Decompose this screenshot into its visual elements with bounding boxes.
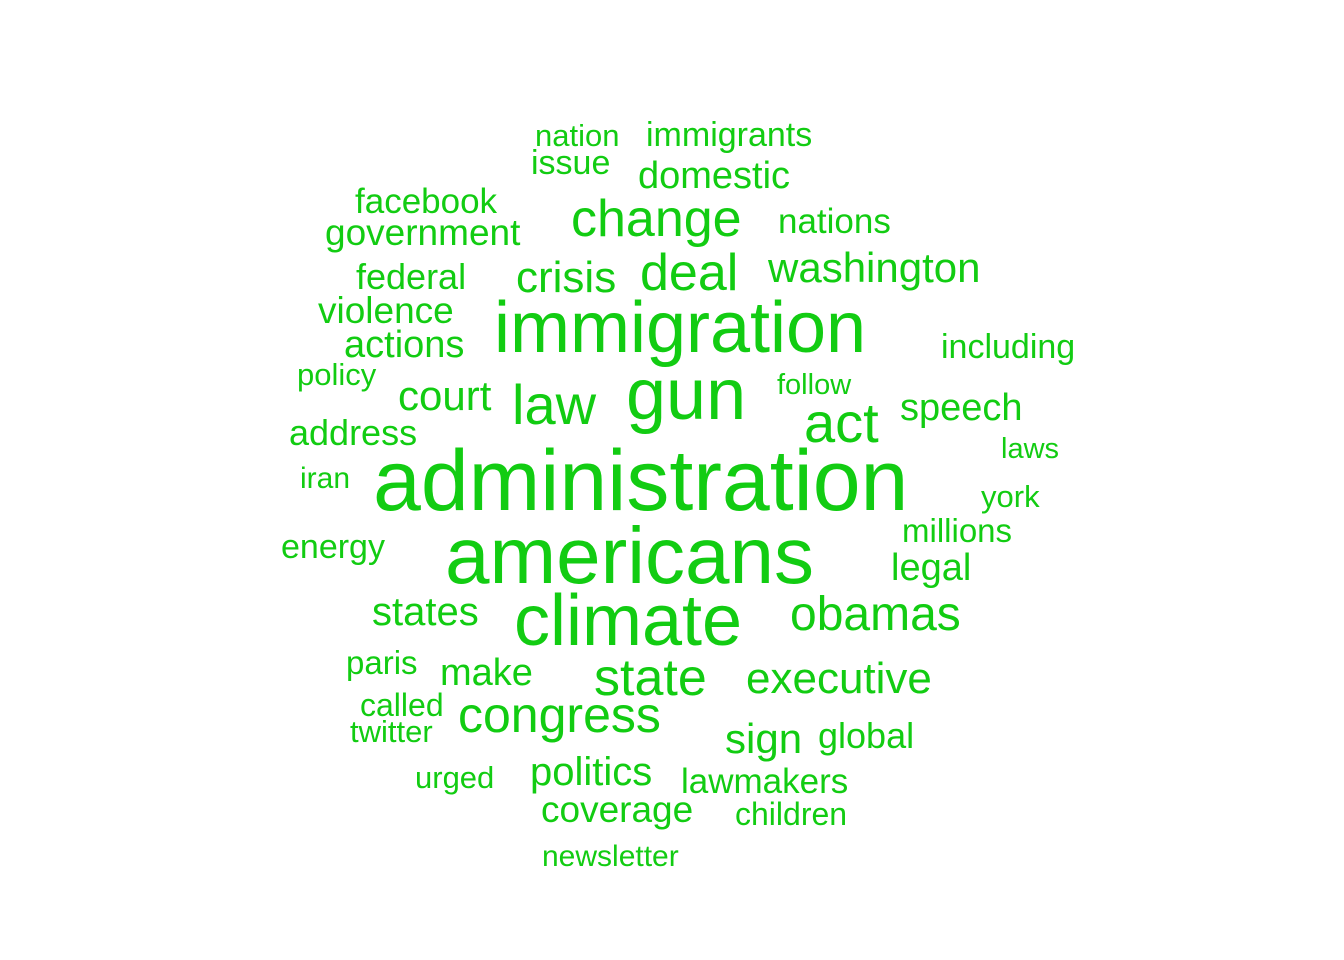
word-policy: policy <box>297 357 377 392</box>
word-york: york <box>981 479 1040 514</box>
word-global: global <box>818 715 914 756</box>
word-children: children <box>735 796 847 832</box>
word-including: including <box>941 328 1075 366</box>
word-issue: issue <box>531 144 610 182</box>
word-follow: follow <box>777 369 852 401</box>
word-federal: federal <box>356 256 466 297</box>
word-newsletter: newsletter <box>542 840 679 873</box>
word-crisis: crisis <box>516 253 616 302</box>
word-climate: climate <box>514 581 742 661</box>
word-law: law <box>512 373 597 436</box>
word-administration: administration <box>373 433 908 529</box>
word-nation: nation <box>535 118 619 153</box>
word-immigration: immigration <box>494 288 866 368</box>
word-address: address <box>289 412 417 453</box>
word-sign: sign <box>725 715 802 762</box>
word-immigrants: immigrants <box>646 116 812 154</box>
word-act: act <box>804 391 879 454</box>
word-obamas: obamas <box>790 588 961 641</box>
word-congress: congress <box>458 687 661 743</box>
word-laws: laws <box>1001 433 1059 465</box>
word-called: called <box>360 687 444 723</box>
word-government: government <box>325 212 521 253</box>
word-millions: millions <box>902 512 1012 549</box>
word-facebook: facebook <box>355 182 498 221</box>
word-violence: violence <box>318 290 454 331</box>
word-coverage: coverage <box>541 789 693 830</box>
word-speech: speech <box>900 387 1023 429</box>
word-gun: gun <box>626 355 746 435</box>
word-paris: paris <box>346 644 418 681</box>
word-washington: washington <box>767 244 980 291</box>
word-executive: executive <box>746 654 932 703</box>
word-make: make <box>440 652 533 694</box>
word-actions: actions <box>344 324 464 366</box>
word-legal: legal <box>891 547 971 589</box>
word-nations: nations <box>778 202 891 241</box>
word-states: states <box>372 590 479 634</box>
word-state: state <box>594 649 707 707</box>
word-lawmakers: lawmakers <box>681 762 848 801</box>
word-change: change <box>571 190 742 248</box>
word-iran: iran <box>300 462 350 495</box>
word-deal: deal <box>640 244 738 302</box>
word-court: court <box>398 372 492 419</box>
word-americans: americans <box>445 511 814 600</box>
word-energy: energy <box>281 528 385 566</box>
word-twitter: twitter <box>350 714 433 749</box>
word-urged: urged <box>415 760 494 795</box>
word-domestic: domestic <box>638 155 790 197</box>
word-politics: politics <box>530 750 652 794</box>
